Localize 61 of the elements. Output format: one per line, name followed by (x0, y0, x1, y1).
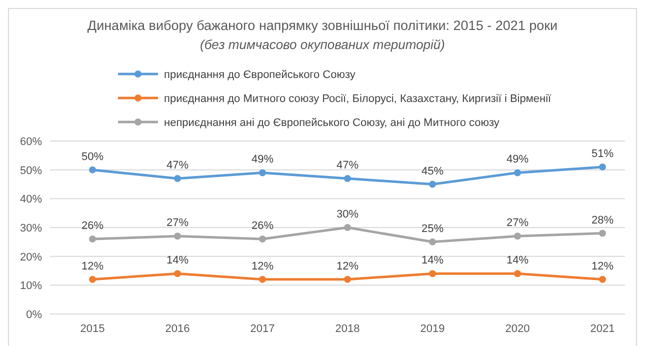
y-tick-label: 20% (20, 251, 42, 264)
point (259, 169, 266, 176)
point (344, 224, 351, 231)
point (599, 276, 606, 283)
data-label: 27% (506, 217, 529, 230)
data-label: 25% (421, 222, 444, 235)
data-label: 28% (591, 214, 614, 226)
data-label: 30% (336, 208, 359, 220)
data-label: 49% (251, 154, 274, 166)
x-tick-label: 2017 (250, 323, 275, 335)
y-tick-label: 60% (20, 136, 42, 148)
x-tick-label: 2019 (420, 323, 445, 335)
data-label: 49% (506, 154, 529, 166)
point (174, 174, 181, 182)
data-label: 26% (81, 220, 104, 232)
point (514, 232, 521, 240)
data-label: 12% (591, 260, 614, 272)
data-label: 26% (251, 220, 274, 232)
x-tick-label: 2020 (505, 323, 530, 335)
point (344, 276, 351, 283)
point (259, 236, 266, 243)
data-label: 47% (166, 159, 189, 172)
data-label: 12% (336, 260, 359, 272)
data-label: 51% (591, 148, 614, 160)
data-label: 12% (251, 260, 274, 272)
point (174, 232, 181, 240)
data-label: 47% (336, 159, 359, 172)
x-tick-label: 2015 (80, 323, 105, 335)
point (599, 163, 606, 170)
data-label: 14% (166, 254, 189, 267)
point (89, 276, 96, 283)
y-tick-label: 10% (20, 280, 42, 292)
data-label: 45% (421, 165, 444, 178)
point (429, 238, 436, 246)
point (89, 236, 96, 243)
chart-title: Динаміка вибору бажаного напрямку зовнішньої політики: 2015 - 2021 роки (87, 18, 558, 33)
point (89, 166, 96, 174)
x-tick-label: 2021 (590, 323, 615, 335)
data-label: 27% (166, 217, 189, 230)
point (429, 270, 436, 278)
x-tick-label: 2016 (165, 323, 190, 335)
point (514, 169, 521, 176)
point (344, 174, 351, 182)
point (429, 180, 436, 188)
legend-label: приєднання до Митного союзу Росії, Білорусі, Казахстану, Киргизії і Вірменії (164, 93, 552, 105)
point (599, 230, 606, 237)
data-label: 14% (506, 254, 529, 267)
legend-label: приєднання до Європейського Союзу (164, 69, 356, 81)
y-tick-label: 30% (20, 222, 42, 234)
y-tick-label: 0% (26, 309, 42, 321)
legend-label: неприєднання ані до Європейського Союзу, ані до Митного союзу (164, 117, 500, 129)
data-label: 12% (81, 260, 104, 272)
point (174, 270, 181, 278)
point (259, 276, 266, 283)
x-tick-label: 2018 (335, 323, 360, 335)
y-tick-label: 50% (20, 164, 42, 177)
data-label: 14% (421, 254, 444, 267)
y-tick-label: 40% (20, 194, 42, 206)
point (514, 270, 521, 278)
chart-subtitle: (без тимчасово окупованих територій) (200, 37, 445, 52)
data-label: 50% (81, 150, 104, 163)
